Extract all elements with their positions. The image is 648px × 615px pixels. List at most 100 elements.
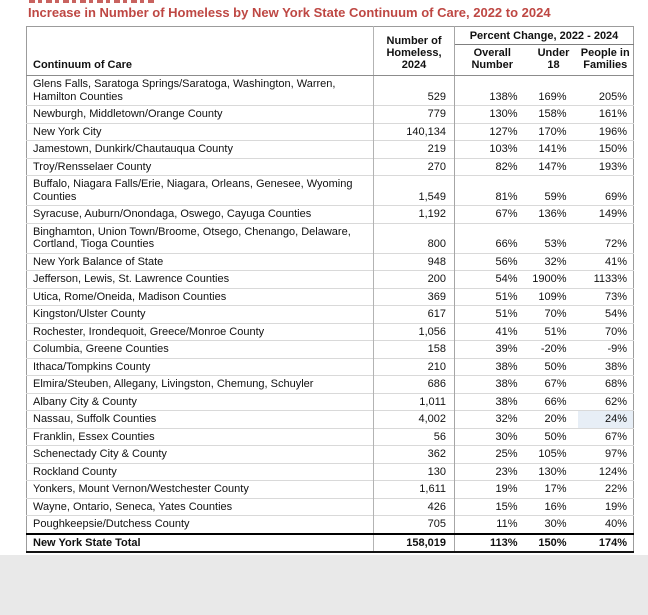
cell-overall-change: 67%: [454, 205, 530, 223]
cell-families-change: 68%: [577, 375, 634, 393]
cell-overall-change: 19%: [454, 480, 530, 498]
table-row: Troy/Rensselaer County 270 82% 147% 193%: [26, 157, 634, 176]
cell-families-change: 38%: [577, 357, 634, 376]
cell-coc: Yonkers, Mount Vernon/Westchester County: [26, 480, 374, 498]
cell-coc: Jefferson, Lewis, St. Lawrence Counties: [26, 270, 374, 288]
cell-coc: Nassau, Suffolk Counties: [26, 410, 374, 428]
col-header-overall-number: Overall Number: [454, 44, 530, 76]
cell-homeless-2024: 210: [373, 357, 455, 376]
table-footer: New York State Total 158,019 113% 150% 1…: [26, 532, 634, 553]
cell-overall-change: 54%: [454, 270, 530, 288]
cell-coc: Binghamton, Union Town/Broome, Otsego, C…: [26, 222, 374, 253]
cell-homeless-2024: 1,056: [373, 322, 455, 341]
cell-homeless-2024: 158: [373, 340, 455, 358]
cell-families-change: 73%: [577, 287, 634, 306]
table-row: Poughkeepsie/Dutchess County 705 11% 30% 40%: [26, 515, 634, 534]
cell-overall-change: 38%: [454, 392, 530, 411]
cell-families-change: 193%: [577, 157, 634, 176]
cell-homeless-2024: 362: [373, 445, 455, 463]
cell-families-change: 149%: [577, 205, 634, 223]
cell-families-change: 22%: [577, 480, 634, 498]
cell-homeless-2024: 948: [373, 252, 455, 271]
cell-homeless-2024: 1,192: [373, 205, 455, 223]
cell-under18-change: 130%: [529, 462, 578, 481]
table-row: Schenectady City & County 362 25% 105% 97%: [26, 445, 634, 463]
cell-under18-change: 67%: [529, 375, 578, 393]
table-row: Yonkers, Mount Vernon/Westchester County…: [26, 480, 634, 498]
table-row: Wayne, Ontario, Seneca, Yates Counties 42…: [26, 497, 634, 516]
cell-under18-change: 147%: [529, 157, 578, 176]
cell-coc: Schenectady City & County: [26, 445, 374, 463]
table-row: Jamestown, Dunkirk/Chautauqua County 219 1…: [26, 140, 634, 158]
cell-coc: Poughkeepsie/Dutchess County: [26, 515, 374, 534]
cell-families-change: 150%: [577, 140, 634, 158]
cell-homeless-2024: 529: [373, 75, 455, 106]
cell-under18-change: 105%: [529, 445, 578, 463]
cell-under18-change: 59%: [529, 175, 578, 206]
cell-under18-change: 32%: [529, 252, 578, 271]
cell-families-change: 97%: [577, 445, 634, 463]
cell-under18-change: 1900%: [529, 270, 578, 288]
cell-under18-change: 170%: [529, 122, 578, 141]
table-row: Ithaca/Tompkins County 210 38% 50% 38%: [26, 357, 634, 376]
table-row: Elmira/Steuben, Allegany, Livingston, Ch…: [26, 375, 634, 393]
cell-coc: New York City: [26, 122, 374, 141]
cell-families-change: 41%: [577, 252, 634, 271]
cell-overall-change: 38%: [454, 357, 530, 376]
table-row: Utica, Rome/Oneida, Madison Counties 369 5…: [26, 287, 634, 306]
cell-coc: Ithaca/Tompkins County: [26, 357, 374, 376]
cell-under18-change: 51%: [529, 322, 578, 341]
cell-families-change: 62%: [577, 392, 634, 411]
cell-homeless-2024: 140,134: [373, 122, 455, 141]
cell-homeless-2024: 1,011: [373, 392, 455, 411]
cell-coc: Rockland County: [26, 462, 374, 481]
table-row: New York City 140,134 127% 170% 196%: [26, 122, 634, 141]
cell-overall-change: 51%: [454, 287, 530, 306]
cell-overall-change: 41%: [454, 322, 530, 341]
cell-families-change: -9%: [577, 340, 634, 358]
cell-under18-change: 70%: [529, 305, 578, 323]
col-header-under-18: Under 18: [529, 44, 578, 76]
cell-homeless-2024: 200: [373, 270, 455, 288]
cell-homeless-2024: 1,611: [373, 480, 455, 498]
cell-families-change: 54%: [577, 305, 634, 323]
cell-coc: New York Balance of State: [26, 252, 374, 271]
cell-homeless-2024: 219: [373, 140, 455, 158]
cell-overall-change: 103%: [454, 140, 530, 158]
table-body: Glens Falls, Saratoga Springs/Saratoga, …: [26, 75, 634, 534]
cell-total-under18: 150%: [529, 532, 578, 553]
cell-homeless-2024: 4,002: [373, 410, 455, 428]
cell-overall-change: 23%: [454, 462, 530, 481]
cell-families-change: 205%: [598, 90, 628, 103]
cell-families-change: 70%: [577, 322, 634, 341]
cell-overall-change: 39%: [454, 340, 530, 358]
cell-families-change: 19%: [577, 497, 634, 516]
cell-under18-change: -20%: [529, 340, 578, 358]
cell-overall-change: 127%: [454, 122, 530, 141]
cell-coc: Syracuse, Auburn/Onondaga, Oswego, Cayug…: [26, 205, 374, 223]
cell-homeless-2024: 56: [373, 427, 455, 446]
cell-under18-change: 109%: [529, 287, 578, 306]
cell-coc: Buffalo, Niagara Falls/Erie, Niagara, Or…: [26, 175, 374, 206]
page-title: Increase in Number of Homeless by New Yo…: [28, 5, 551, 20]
cell-homeless-2024: 369: [373, 287, 455, 306]
cell-coc: Jamestown, Dunkirk/Chautauqua County: [26, 140, 374, 158]
cell-homeless-2024: 779: [373, 105, 455, 123]
table-row: Rockland County 130 23% 130% 124%: [26, 462, 634, 481]
cell-under18-change: 169%: [538, 90, 567, 103]
cell-overall-change: 15%: [454, 497, 530, 516]
table-row: Buffalo, Niagara Falls/Erie, Niagara, Or…: [26, 175, 634, 206]
cell-overall-change: 38%: [454, 375, 530, 393]
cell-overall-change: 138%: [489, 90, 518, 103]
cell-coc: Newburgh, Middletown/Orange County: [26, 105, 374, 123]
cell-coc: Utica, Rome/Oneida, Madison Counties: [26, 287, 374, 306]
cell-families-change: 124%: [577, 462, 634, 481]
table-row: Jefferson, Lewis, St. Lawrence Counties 2…: [26, 270, 634, 288]
cell-total-homeless: 158,019: [373, 532, 455, 553]
col-header-percent-group: Percent Change, 2022 - 2024: [454, 26, 634, 45]
cell-families-change: 69%: [577, 175, 634, 206]
table-row: Glens Falls, Saratoga Springs/Saratoga, …: [27, 75, 634, 106]
table-row: Syracuse, Auburn/Onondaga, Oswego, Cayug…: [26, 205, 634, 223]
table-header: Continuum of Care Number of Homeless, 20…: [26, 26, 634, 76]
